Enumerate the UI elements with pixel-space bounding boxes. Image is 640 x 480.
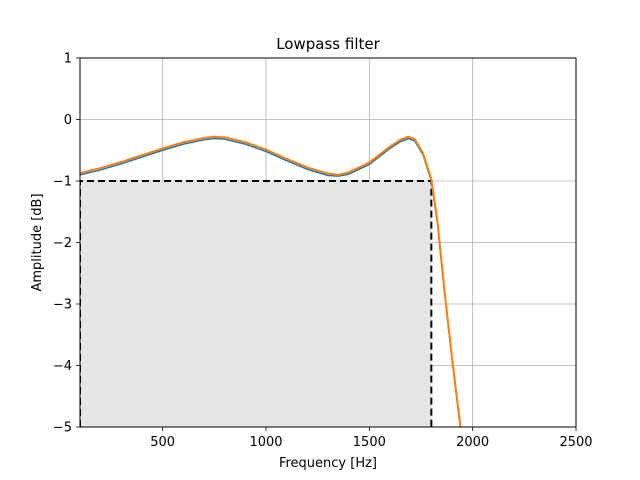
x-tick-label: 2500 bbox=[559, 435, 592, 450]
x-axis-label: Frequency [Hz] bbox=[279, 456, 377, 471]
x-tick-label: 1500 bbox=[353, 435, 386, 450]
x-tick-label: 1000 bbox=[249, 435, 282, 450]
y-tick-label: −3 bbox=[53, 298, 72, 313]
y-tick-label: 0 bbox=[64, 113, 72, 128]
series-line-2 bbox=[80, 135, 462, 427]
x-tick-label: 500 bbox=[150, 435, 175, 450]
passband-boundary bbox=[80, 180, 433, 427]
chart-title: Lowpass filter bbox=[276, 35, 380, 53]
y-tick-label: 1 bbox=[64, 52, 72, 67]
x-tick-label: 2000 bbox=[456, 435, 489, 450]
y-tick-label: −5 bbox=[53, 421, 72, 436]
y-axis-label: Amplitude [dB] bbox=[30, 193, 45, 291]
y-tick-label: −1 bbox=[53, 175, 72, 190]
passband-region bbox=[80, 181, 432, 427]
y-tick-label: −4 bbox=[53, 359, 72, 374]
y-tick-label: −2 bbox=[53, 236, 72, 251]
